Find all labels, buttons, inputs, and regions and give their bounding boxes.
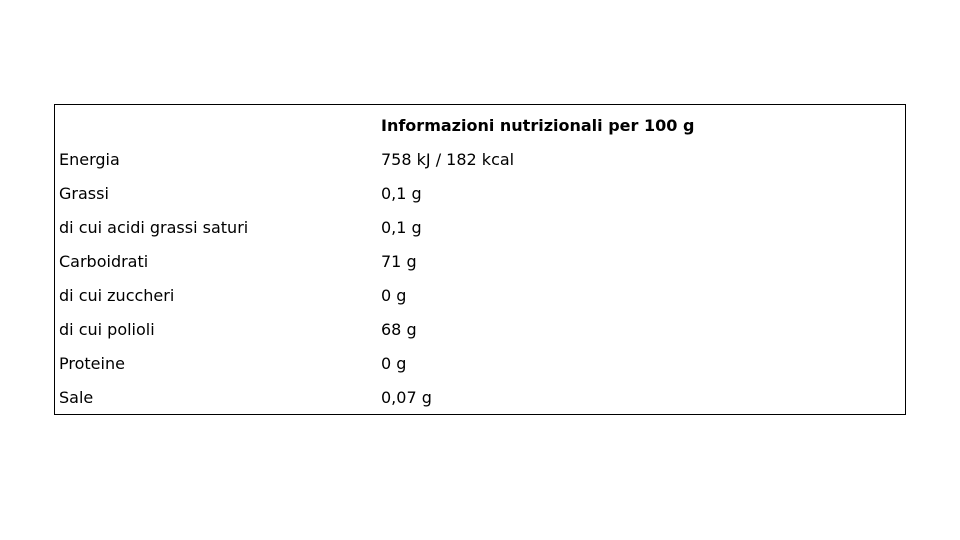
table-row: Sale 0,07 g — [55, 381, 905, 415]
table-cell: 0,1 g — [381, 218, 422, 237]
table-cell: di cui zuccheri — [59, 286, 175, 305]
table-cell: 0 g — [381, 354, 407, 373]
table-cell: di cui polioli — [59, 320, 155, 339]
table-cell: 71 g — [381, 252, 417, 271]
table-cell: Carboidrati — [59, 252, 149, 271]
table-cell: Proteine — [59, 354, 125, 373]
table-cell: Energia — [59, 150, 120, 169]
nutrition-table: Informazioni nutrizionali per 100 g Energ… — [54, 104, 906, 415]
table-cell: Sale — [59, 388, 94, 407]
table-cell: 0 g — [381, 286, 407, 305]
table-cell: di cui acidi grassi saturi — [59, 218, 249, 237]
header-cell: Informazioni nutrizionali per 100 g — [381, 116, 695, 135]
table-cell: 68 g — [381, 320, 417, 339]
table-cell: 758 kJ / 182 kcal — [381, 150, 515, 169]
table-row: di cui zuccheri 0 g — [55, 279, 905, 313]
header-row: Informazioni nutrizionali per 100 g — [55, 109, 905, 143]
table-row: Proteine 0 g — [55, 347, 905, 381]
table-row: Grassi 0,1 g — [55, 177, 905, 211]
table-cell: 0,1 g — [381, 184, 422, 203]
table-row: di cui polioli 68 g — [55, 313, 905, 347]
table-cell: Grassi — [59, 184, 109, 203]
table-row: Carboidrati 71 g — [55, 245, 905, 279]
table-row: Energia 758 kJ / 182 kcal — [55, 143, 905, 177]
table-cell: 0,07 g — [381, 388, 432, 407]
table-row: di cui acidi grassi saturi 0,1 g — [55, 211, 905, 245]
